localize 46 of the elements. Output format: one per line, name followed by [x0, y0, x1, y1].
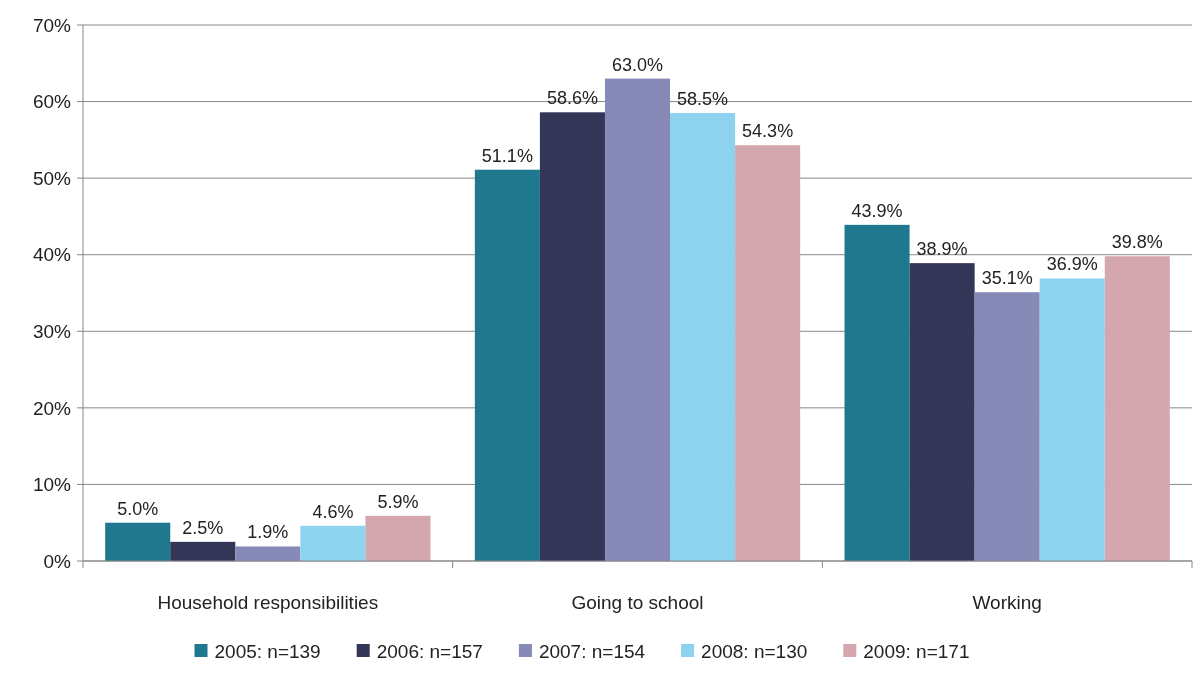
data-label: 63.0% [611, 54, 664, 75]
data-label: 5.0% [117, 498, 159, 519]
bar [539, 112, 605, 561]
data-label: 2.5% [182, 517, 224, 538]
data-label: 1.9% [247, 522, 289, 543]
data-label: 38.9% [916, 239, 968, 260]
bar [105, 522, 171, 561]
data-label: 58.6% [546, 88, 598, 109]
bar [300, 525, 366, 561]
data-label: 54.3% [742, 121, 794, 142]
bar [1104, 256, 1170, 561]
bar [909, 263, 975, 561]
y-tick-label: 40% [32, 244, 72, 266]
bar [735, 145, 801, 561]
bar [365, 515, 431, 561]
legend-label: 2008: n=130 [701, 640, 808, 662]
data-label: 4.6% [312, 501, 354, 522]
bar [235, 546, 301, 561]
y-tick-label: 50% [32, 167, 72, 189]
x-tick-label: Household responsibilities [157, 592, 379, 613]
legend-label: 2005: n=139 [214, 640, 321, 662]
y-tick-label: 70% [32, 14, 72, 36]
bar [604, 78, 671, 561]
legend-label: 2006: n=157 [376, 640, 483, 662]
y-tick-label: 10% [32, 474, 72, 496]
x-tick-label: Working [972, 592, 1042, 613]
y-tick-label: 20% [32, 397, 72, 419]
bar [1039, 278, 1105, 561]
y-tick-label: 60% [32, 91, 72, 113]
data-label: 39.8% [1111, 232, 1163, 253]
data-label: 51.1% [481, 145, 533, 166]
bar [974, 292, 1040, 561]
legend-label: 2009: n=171 [863, 640, 970, 662]
bar [170, 541, 236, 561]
data-label: 43.9% [851, 200, 903, 221]
data-label: 36.9% [1046, 254, 1098, 275]
data-label: 58.5% [677, 89, 729, 110]
bar [670, 113, 736, 561]
y-tick-label: 30% [32, 320, 72, 342]
bar [844, 224, 910, 561]
y-tick-label: 0% [43, 550, 72, 572]
legend-label: 2007: n=154 [538, 640, 646, 662]
data-label: 5.9% [377, 491, 419, 512]
bar [474, 169, 540, 561]
data-label: 35.1% [981, 268, 1033, 289]
x-tick-label: Going to school [571, 592, 704, 613]
